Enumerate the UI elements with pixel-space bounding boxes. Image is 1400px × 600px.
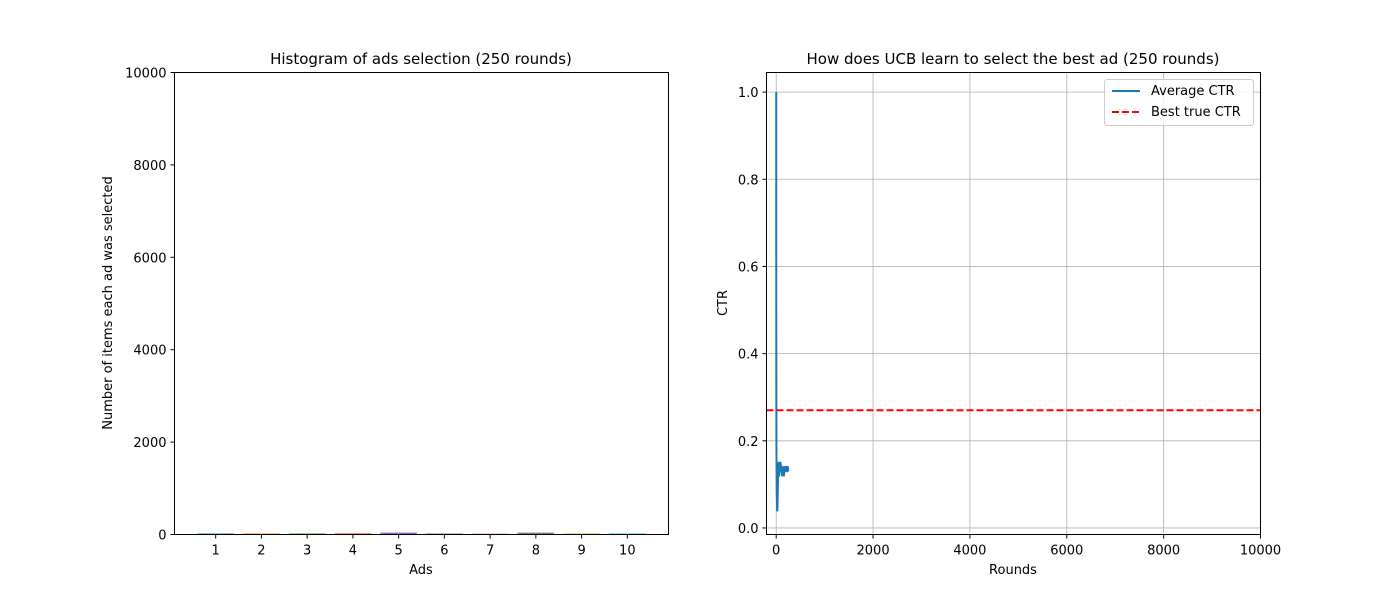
line-chart-y-tick-label: 1.0: [738, 86, 759, 101]
bar-ad-5: [380, 532, 417, 535]
line-chart-x-tick-label: 6000: [1050, 544, 1083, 559]
line-chart-y-tick-label: 0.2: [738, 435, 759, 450]
bar-chart-x-tick-label: 8: [532, 544, 540, 559]
bar-chart-y-tick-label: 4000: [133, 344, 166, 359]
line-chart-x-tick-label: 8000: [1147, 544, 1180, 559]
legend-label-best-true-ctr: Best true CTR: [1151, 105, 1241, 120]
line-chart-y-label: CTR: [716, 290, 731, 316]
line-chart-y-ticks: 0.0 0.2 0.4 0.6 0.8 1.0: [738, 86, 767, 537]
line-chart-x-tick-label: 10000: [1240, 544, 1281, 559]
bar-chart-x-tick-label: 7: [486, 544, 494, 559]
bar-ad-2: [243, 533, 280, 535]
bar-chart-x-tick-label: 4: [349, 544, 357, 559]
bar-chart-y-tick-label: 8000: [133, 159, 166, 174]
bar-chart-x-tick-label: 5: [394, 544, 402, 559]
bar-chart-x-tick-label: 3: [303, 544, 311, 559]
line-chart-grid: [766, 72, 1261, 535]
bar-chart-y-tick-label: 2000: [133, 436, 166, 451]
bar-chart-x-ticks: 1 2 3 4 5 6 7 8 9 10: [212, 534, 636, 559]
bar-chart-y-tick-label: 6000: [133, 251, 166, 266]
line-chart-x-tick-label: 4000: [953, 544, 986, 559]
line-chart-title: How does UCB learn to select the best ad…: [807, 50, 1220, 68]
bar-chart-x-tick-label: 9: [577, 544, 585, 559]
legend-label-average-ctr: Average CTR: [1151, 84, 1235, 99]
bar-chart-y-tick-label: 0: [158, 529, 166, 544]
bar-ad-4: [334, 533, 372, 535]
line-chart-y-tick-label: 0.6: [738, 260, 759, 275]
bar-chart-frame: [174, 72, 669, 535]
line-chart-y-tick-label: 0.4: [738, 348, 759, 363]
line-chart: How does UCB learn to select the best ad…: [716, 50, 1281, 578]
line-chart-x-tick-label: 0: [772, 544, 780, 559]
line-chart-y-tick-label: 0.0: [738, 522, 759, 537]
series-line-average-ctr: [775, 92, 790, 512]
bar-chart-x-tick-label: 2: [257, 544, 265, 559]
bar-ad-3: [288, 533, 326, 535]
line-chart-x-label: Rounds: [989, 563, 1037, 578]
bar-chart: Histogram of ads selection (250 rounds) …: [101, 50, 669, 578]
line-chart-y-tick-label: 0.8: [738, 173, 759, 188]
bar-chart-title: Histogram of ads selection (250 rounds): [270, 50, 572, 68]
bar-chart-x-tick-label: 1: [212, 544, 220, 559]
line-series-group: [766, 92, 1261, 512]
line-chart-x-tick-label: 2000: [857, 544, 890, 559]
bar-chart-y-label: Number of items each ad was selected: [101, 176, 116, 430]
bar-chart-x-label: Ads: [409, 563, 433, 578]
bar-chart-y-tick-label: 10000: [125, 67, 166, 82]
bar-ad-8: [517, 532, 555, 535]
legend-box: [1104, 79, 1254, 126]
bar-chart-x-tick-label: 10: [619, 544, 636, 559]
legend: Average CTR Best true CTR: [1104, 79, 1254, 126]
bar-chart-x-tick-label: 6: [440, 544, 448, 559]
bar-chart-y-ticks: 0 2000 4000 6000 8000 10000: [125, 67, 175, 544]
line-chart-frame: [766, 72, 1261, 535]
line-chart-x-ticks: 0 2000 4000 6000 8000 10000: [772, 534, 1281, 559]
